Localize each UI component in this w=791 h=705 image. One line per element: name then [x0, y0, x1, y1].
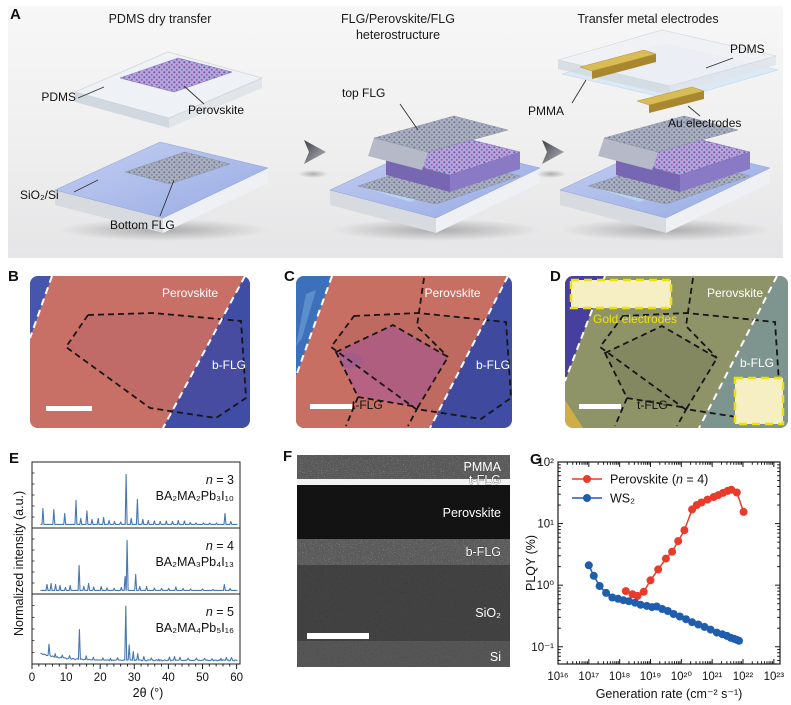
svg-text:10¹⁷: 10¹⁷	[578, 671, 599, 683]
gold-electrode-pad	[569, 278, 673, 310]
panel-label-f: F	[283, 448, 293, 465]
plqy-xlabel: Generation rate (cm⁻² s⁻¹)	[595, 687, 743, 701]
svg-text:n = 5: n = 5	[206, 605, 234, 619]
panel-label-g: G	[530, 451, 542, 468]
svg-text:n = 4: n = 4	[206, 539, 234, 553]
svg-text:50: 50	[196, 672, 209, 684]
tflg-outline-dashed	[603, 324, 719, 409]
microscope-image-d	[565, 276, 788, 428]
svg-text:10²⁰: 10²⁰	[671, 671, 693, 683]
label-pmma-f: PMMA	[464, 460, 502, 474]
label-pmma: PMMA	[528, 104, 564, 118]
fabrication-schematic-graphic	[54, 29, 779, 241]
label-perovskite-d: Perovskite	[706, 286, 764, 300]
svg-text:BA₂MA₄Pb₅I₁₆: BA₂MA₄Pb₅I₁₆	[156, 621, 234, 635]
bottom-flg-flake	[124, 151, 231, 185]
label-perovskite-b: Perovskite	[161, 286, 219, 300]
svg-text:20: 20	[94, 672, 107, 684]
panel-label-b: B	[8, 268, 19, 285]
panel-label-c: C	[284, 268, 295, 285]
svg-text:10²: 10²	[537, 457, 554, 469]
svg-text:10⁻¹: 10⁻¹	[531, 642, 554, 654]
tflg-outline-dashed	[64, 312, 247, 419]
svg-text:10¹: 10¹	[537, 519, 554, 531]
scene-electrode-transfer	[556, 29, 779, 241]
label-tflg-c: t-FLG	[352, 398, 383, 412]
label-tflg-f: t-FLG	[469, 473, 501, 487]
label-gold-electrodes: Gold electrodes	[593, 312, 678, 326]
au-electrode-bar	[579, 49, 657, 72]
top-flg-flake	[373, 115, 509, 153]
svg-text:30: 30	[128, 672, 141, 684]
tflg-layer	[297, 479, 510, 485]
plqy-chart: 10¹⁶ 10¹⁷ 10¹⁸ 10¹⁹ 10²⁰ 10²¹ 10²² 10²³ 10⁻¹ 10⁰ 1…	[531, 457, 785, 683]
label-perovskite-f: Perovskite	[443, 506, 501, 520]
label-bflg-f: b-FLG	[466, 545, 501, 559]
svg-text:WS₂: WS₂	[610, 492, 635, 506]
label-bflg-d: b-FLG	[740, 356, 775, 370]
tflg-outline-dashed	[334, 323, 450, 408]
scale-bar	[46, 406, 92, 411]
label-perovskite-c: Perovskite	[424, 286, 481, 300]
label-sio2-f: SiO₂	[475, 606, 501, 620]
panel-label-d: D	[550, 268, 561, 285]
scale-bar	[307, 633, 369, 639]
svg-text:10⁰: 10⁰	[537, 580, 555, 592]
svg-text:10¹⁸: 10¹⁸	[609, 671, 631, 683]
label-top-flg: top FLG	[342, 86, 386, 100]
label-si-f: Si	[490, 650, 501, 664]
step2-title: FLG/Perovskite/FLG heterostructure	[341, 12, 455, 42]
scale-bar	[579, 404, 621, 409]
svg-text:10²²: 10²²	[733, 671, 754, 683]
label-bflg-b: b-FLG	[212, 358, 247, 372]
svg-text:40: 40	[162, 672, 175, 684]
overlap-region	[336, 325, 448, 407]
svg-text:BA₂MA₂Pb₃I₁₀: BA₂MA₂Pb₃I₁₀	[156, 489, 234, 503]
scene-heterostructure	[329, 103, 541, 241]
microscope-image-c	[296, 276, 512, 428]
au-electrode-bar	[636, 86, 705, 106]
svg-text:Perovskite (n = 4): Perovskite (n = 4)	[610, 473, 708, 487]
label-sio2-si: SiO₂/Si	[20, 188, 59, 202]
label-pdms-1: PDMS	[41, 90, 76, 104]
label-bottom-flg: Bottom FLG	[110, 218, 175, 232]
panel-label-e: E	[9, 450, 20, 467]
svg-text:n = 3: n = 3	[206, 473, 234, 487]
label-tflg-d: t-FLG	[637, 398, 668, 412]
microscope-image-b	[30, 276, 250, 428]
xrd-chart: 0 10 20 30 40 50 60 n = 3 BA₂MA₂Pb₃I₁₀ n = 4 BA₂MA…	[29, 461, 243, 684]
gold-electrode-pad	[733, 376, 785, 426]
label-au-electrodes: Au electrodes	[668, 116, 742, 130]
svg-text:60: 60	[230, 672, 243, 684]
label-pdms-3: PDMS	[730, 42, 765, 56]
step-arrow-icon	[298, 140, 328, 178]
panel-a-schematic	[8, 6, 783, 258]
label-bflg-c: b-FLG	[476, 358, 511, 372]
svg-text:10: 10	[60, 672, 73, 684]
scene-pdms-transfer	[54, 51, 269, 241]
svg-text:10¹⁶: 10¹⁶	[547, 671, 569, 683]
perovskite-crystal	[119, 57, 233, 93]
panel-label-a: A	[10, 6, 21, 23]
label-perovskite-1: Perovskite	[188, 103, 245, 117]
svg-text:0: 0	[29, 672, 35, 684]
step1-title: PDMS dry transfer	[108, 12, 212, 26]
scale-bar	[310, 404, 352, 409]
step3-title: Transfer metal electrodes	[577, 12, 719, 26]
svg-text:10²³: 10²³	[764, 671, 785, 683]
cross-section-image: PMMA t-FLG Perovskite b-FLG SiO₂ Si	[297, 455, 510, 667]
svg-text:10²¹: 10²¹	[702, 671, 723, 683]
svg-text:10¹⁹: 10¹⁹	[640, 671, 662, 683]
step-arrow-icon	[536, 140, 566, 178]
svg-text:BA₂MA₃Pb₄I₁₃: BA₂MA₃Pb₄I₁₃	[155, 555, 234, 569]
xrd-xlabel: 2θ (°)	[132, 686, 164, 700]
